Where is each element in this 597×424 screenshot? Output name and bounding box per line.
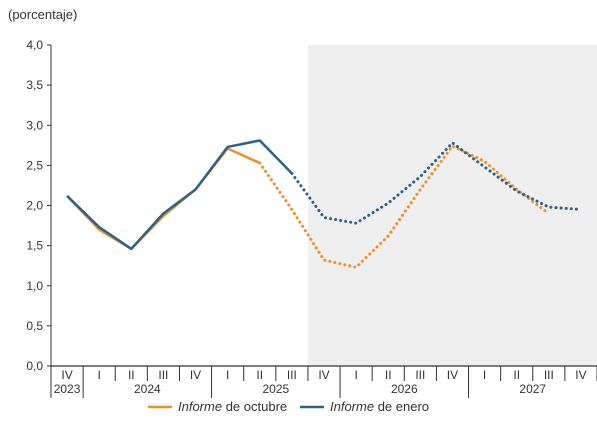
x-quarter-label: II xyxy=(385,368,392,382)
legend: Informe de octubre Informe de enero xyxy=(148,399,429,414)
x-quarter-label: II xyxy=(256,368,263,382)
y-tick-label: 2,0 xyxy=(26,199,43,213)
y-tick-label: 1,5 xyxy=(26,239,43,253)
x-year-label: 2025 xyxy=(262,382,289,396)
legend-label-1: Informe de enero xyxy=(330,399,429,414)
y-tick-label: 0,5 xyxy=(26,319,43,333)
x-quarter-label: I xyxy=(483,368,486,382)
y-axis-label: (porcentaje) xyxy=(8,7,77,22)
x-quarter-label: III xyxy=(158,368,168,382)
x-quarter-label: III xyxy=(415,368,425,382)
x-quarter-label: IV xyxy=(61,368,72,382)
x-quarter-label: II xyxy=(513,368,520,382)
y-tick-label: 2,5 xyxy=(26,158,43,172)
y-tick-label: 0,0 xyxy=(26,359,43,373)
x-quarter-label: IV xyxy=(318,368,329,382)
x-quarter-label: I xyxy=(354,368,357,382)
series-0-actual-line xyxy=(66,147,261,251)
y-tick-label: 4,0 xyxy=(26,38,43,52)
x-year-label: 2023 xyxy=(54,382,81,396)
x-quarter-label: IV xyxy=(575,368,586,382)
x-year-label: 2027 xyxy=(519,382,546,396)
x-quarter-label: III xyxy=(287,368,297,382)
x-quarter-label: IV xyxy=(447,368,458,382)
x-year-label: 2024 xyxy=(134,382,161,396)
y-tick-label: 1,0 xyxy=(26,279,43,293)
series-lines xyxy=(66,139,583,269)
projection-shade xyxy=(307,45,597,366)
series-1-actual-line xyxy=(66,139,293,251)
x-quarter-label: IV xyxy=(190,368,201,382)
y-tick-label: 3,5 xyxy=(26,78,43,92)
legend-label-0: Informe de octubre xyxy=(178,399,287,414)
x-year-label: 2026 xyxy=(391,382,418,396)
y-axis: 0,0 0,5 1,0 1,5 2,0 2,5 3,0 3,5 4,0 xyxy=(26,38,52,373)
series-0-projection-line xyxy=(258,144,551,269)
x-quarter-label: III xyxy=(544,368,554,382)
x-quarter-label: I xyxy=(226,368,229,382)
x-quarter-label: II xyxy=(128,368,135,382)
y-tick-label: 3,0 xyxy=(26,118,43,132)
series-1-projection-line xyxy=(290,140,583,225)
x-quarter-label: I xyxy=(98,368,101,382)
